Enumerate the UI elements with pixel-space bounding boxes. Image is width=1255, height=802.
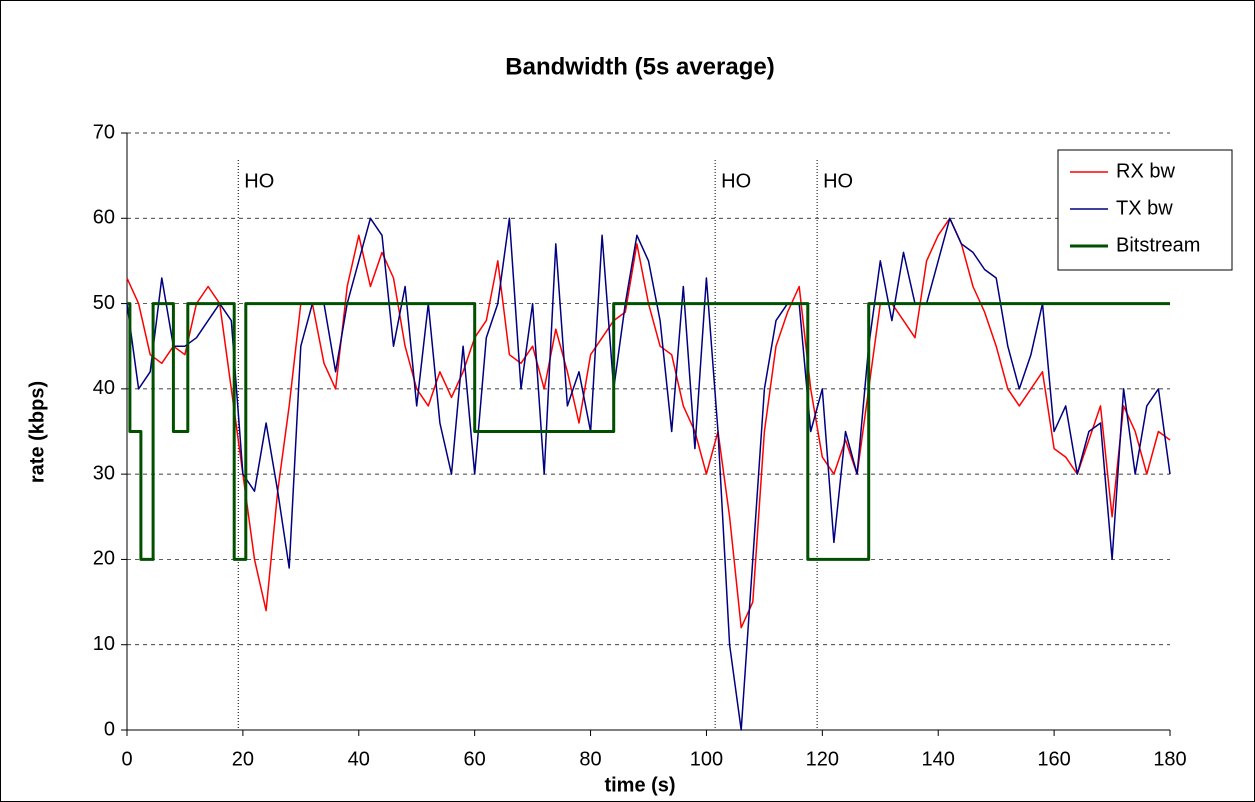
legend-label: RX bw: [1116, 160, 1175, 182]
x-tick-label: 80: [579, 748, 601, 770]
y-tick-label: 30: [93, 462, 115, 484]
y-tick-label: 70: [93, 121, 115, 143]
y-tick-label: 10: [93, 633, 115, 655]
x-tick-label: 160: [1037, 748, 1070, 770]
legend-box: [1057, 149, 1233, 271]
series-line: [126, 217, 1171, 731]
x-tick-label: 140: [922, 748, 955, 770]
annotation: HO: [244, 170, 274, 192]
y-tick-label: 40: [93, 377, 115, 399]
y-tick-label: 60: [93, 207, 115, 229]
x-tick-label: 40: [348, 748, 370, 770]
annotation: HO: [721, 170, 751, 192]
x-tick-label: 60: [464, 748, 486, 770]
y-tick-label: 20: [93, 548, 115, 570]
x-tick-label: 120: [806, 748, 839, 770]
x-tick-label: 100: [690, 748, 723, 770]
y-tick-label: 50: [93, 292, 115, 314]
legend-label: Bitstream: [1116, 234, 1200, 256]
x-tick-label: 0: [121, 748, 132, 770]
y-axis-label: rate (kbps): [26, 381, 48, 483]
y-tick-label: 0: [104, 718, 115, 740]
x-tick-label: 180: [1153, 748, 1186, 770]
legend-label: TX bw: [1116, 197, 1173, 219]
annotation: HO: [823, 170, 853, 192]
series-line: [127, 302, 1170, 561]
x-tick-label: 20: [232, 748, 254, 770]
x-axis-label: time (s): [604, 774, 675, 796]
chart-title: Bandwidth (5s average): [505, 53, 774, 80]
